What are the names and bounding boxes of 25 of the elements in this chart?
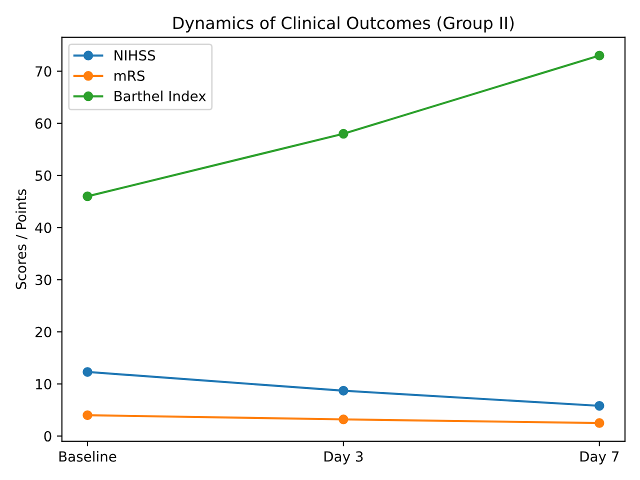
legend-label: mRS [114, 70, 145, 81]
point [594, 400, 604, 411]
point [82, 191, 92, 202]
y-tick-label: 60 [35, 118, 52, 129]
y-tick-label: 40 [35, 222, 52, 234]
point [594, 50, 604, 60]
x-tick-label: Day 7 [580, 451, 619, 464]
point [338, 128, 348, 139]
y-tick-label: 10 [36, 378, 52, 390]
y-tick-label: 70 [36, 66, 52, 77]
legend-label: NIHSS [114, 50, 156, 61]
legend-label: Barthel Index [114, 90, 206, 102]
point [338, 414, 348, 424]
x-tick-label: Baseline [59, 451, 116, 462]
point [82, 367, 92, 377]
point [594, 418, 604, 428]
y-tick-label: 20 [36, 326, 52, 338]
point [338, 386, 348, 396]
chart-title: Dynamics of Clinical Outcomes (Group II) [174, 16, 514, 32]
y-axis-title: Scores / Points [16, 189, 28, 290]
x-tick-label: Day 3 [324, 451, 363, 464]
y-tick-label: 0 [44, 431, 52, 442]
point [82, 410, 92, 420]
y-tick-label: 50 [36, 170, 52, 181]
y-tick-label: 30 [36, 274, 52, 286]
